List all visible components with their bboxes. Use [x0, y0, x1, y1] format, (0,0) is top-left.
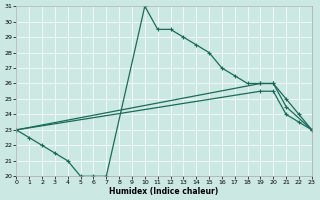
X-axis label: Humidex (Indice chaleur): Humidex (Indice chaleur) — [109, 187, 219, 196]
